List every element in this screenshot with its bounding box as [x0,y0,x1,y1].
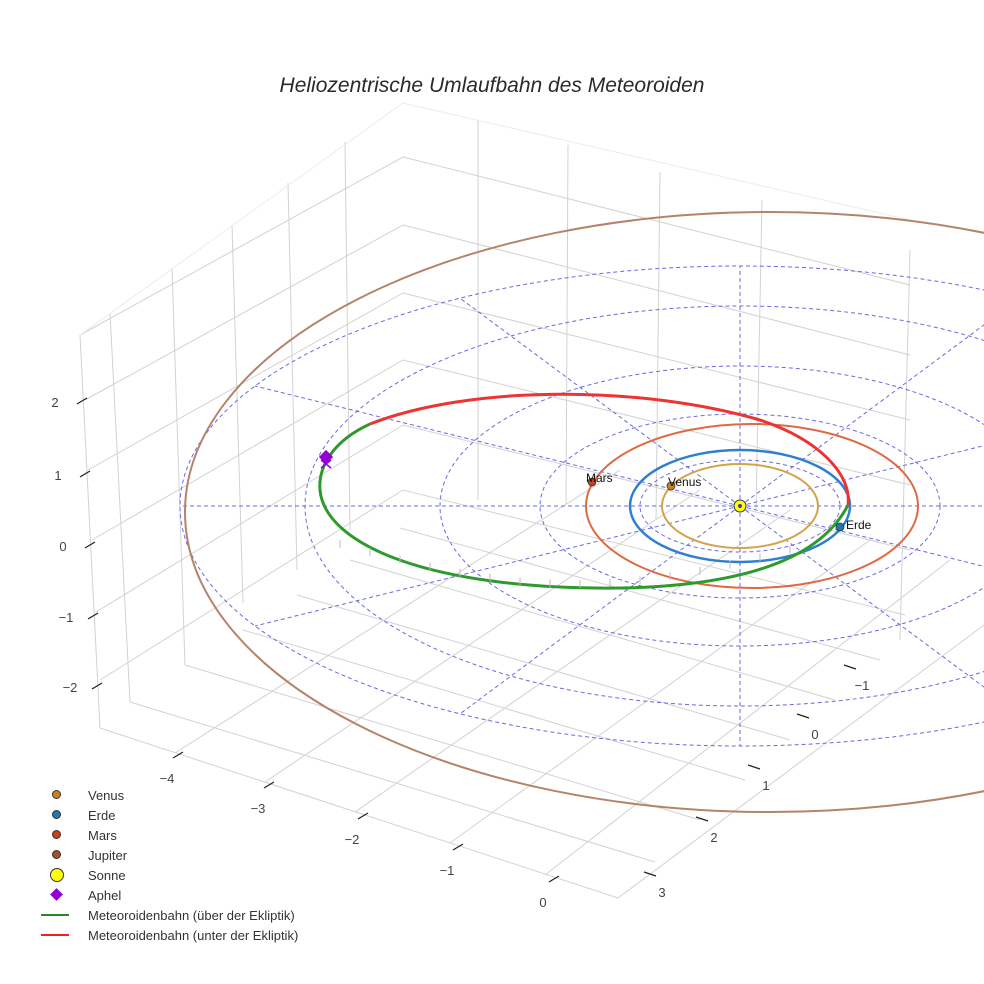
planet-markers: Mars Venus Erde [318,449,872,532]
z-axis-tick-label: −1 [59,610,74,625]
y-axis-tick [796,713,810,719]
legend-label: Erde [88,807,116,823]
mars-orbit [585,423,919,589]
x-axis-tick [548,875,560,883]
z-axis-tick [84,541,96,549]
legend-item[interactable]: Aphel [40,885,298,905]
x-axis-tick [357,812,369,820]
z-axis-tick [87,612,99,620]
x-axis-tick-label: −4 [160,771,175,786]
mars-marker [587,477,597,487]
x-axis-tick [263,781,275,789]
legend: Venus Erde Mars Jupiter Sonne Aphel Meteoroide… [40,785,298,945]
legend-label: Aphel [88,887,122,903]
jupiter-orbit [184,211,984,813]
y-axis-tick [843,664,857,670]
x-axis-tick [172,751,184,759]
x-axis-tick-label: −1 [440,863,455,878]
legend-diamond-icon [40,885,74,905]
x-axis-tick-label: −2 [345,832,360,847]
venus-marker [666,481,676,491]
legend-label: Venus [88,787,125,803]
earth-marker [835,522,845,532]
z-axis-tick-label: 1 [54,468,61,483]
legend-label: Sonne [88,867,126,883]
legend-dot-icon [40,825,74,845]
ecliptic-spoke [739,445,984,507]
planet-label-mars: Mars [586,471,613,485]
y-axis-tick-label: 0 [811,727,818,742]
legend-item[interactable]: Meteoroidenbahn (über der Ekliptik) [40,905,298,925]
legend-item[interactable]: Mars [40,825,298,845]
axis-tick-labels: 2 1 0 −1 −2 −4 −3 −2 −1 0 −1 0 1 2 3 [51,395,869,910]
venus-orbit [661,463,819,549]
meteoroid-orbit [318,392,850,590]
legend-item[interactable]: Venus [40,785,298,805]
legend-item[interactable]: Meteoroidenbahn (unter der Ekliptik) [40,925,298,945]
legend-label: Meteoroidenbahn (über der Ekliptik) [88,907,295,923]
y-axis-tick-label: −1 [855,678,870,693]
legend-dot-icon [40,865,74,885]
legend-item[interactable]: Sonne [40,865,298,885]
x-axis-tick-label: −3 [251,801,266,816]
sun-center [738,504,742,508]
meteoroid-orbit-below-ecliptic [369,392,850,506]
z-axis-tick-label: 0 [59,539,66,554]
x-axis-tick [452,843,464,851]
aphelion-cross [320,459,332,469]
y-axis-tick-label: 1 [762,778,769,793]
legend-label: Meteoroidenbahn (unter der Ekliptik) [88,927,299,943]
z-axis-tick-label: −2 [63,680,78,695]
legend-dot-icon [40,845,74,865]
legend-item[interactable]: Erde [40,805,298,825]
axis-ticks [76,397,857,883]
planet-label-venus: Venus [668,475,701,489]
ecliptic-spoke [254,385,741,507]
z-axis-tick [79,470,91,478]
y-axis-tick [643,871,657,877]
legend-line-icon [40,905,74,925]
ecliptic-spoke [254,505,741,627]
planet-orbits [184,211,984,813]
z-axis-tick [91,682,103,690]
z-axis-tick-label: 2 [51,395,58,410]
legend-dot-icon [40,805,74,825]
legend-line-icon [40,925,74,945]
ecliptic-spoke [739,324,984,507]
legend-dot-icon [40,785,74,805]
y-axis-tick [747,764,761,770]
y-axis-tick-label: 3 [658,885,665,900]
legend-item[interactable]: Jupiter [40,845,298,865]
y-axis-tick-label: 2 [710,830,717,845]
legend-label: Jupiter [88,847,128,863]
planet-label-erde: Erde [846,518,872,532]
earth-orbit [628,448,852,564]
meteoroid-orbit-above-ecliptic [318,422,850,590]
y-axis-tick [695,816,709,822]
z-axis-tick [76,397,88,405]
x-axis-tick-label: 0 [539,895,546,910]
legend-label: Mars [88,827,117,843]
chart-title: Heliozentrische Umlaufbahn des Meteoroid… [279,74,705,97]
